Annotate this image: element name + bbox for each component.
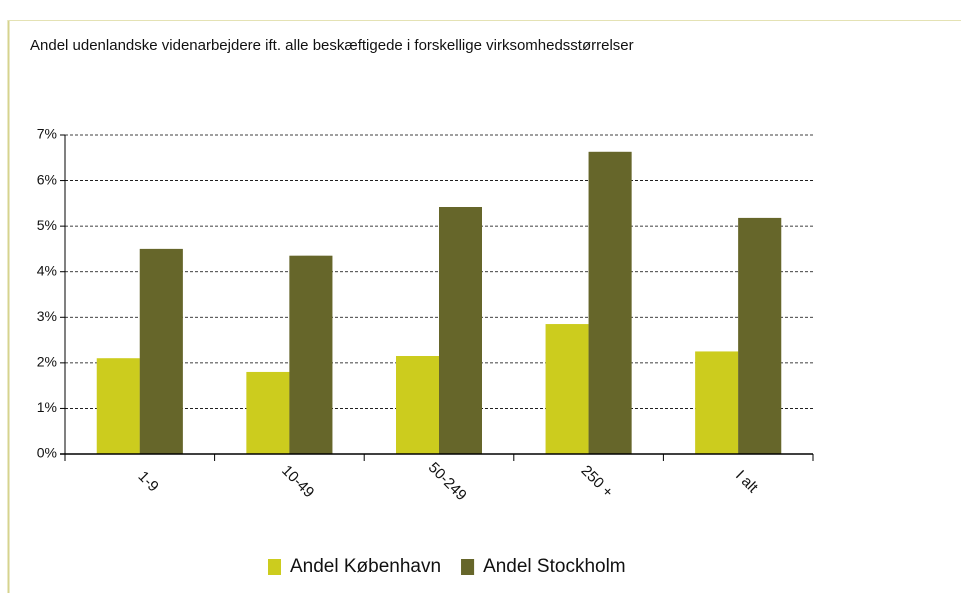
x-tick-label: 1-9 <box>134 468 161 495</box>
bar-shade <box>439 207 482 454</box>
y-tick-label: 1% <box>37 399 57 415</box>
bar-shade <box>139 248 183 454</box>
x-tick-label: 250 + <box>578 462 617 501</box>
legend-label: Andel Stockholm <box>483 556 626 577</box>
bar-shade <box>246 371 290 454</box>
chart-title: Andel udenlandske videnarbejdere ift. al… <box>30 37 634 54</box>
y-tick-label: 3% <box>37 308 57 324</box>
bar-shade <box>545 324 589 454</box>
legend-swatch-shade <box>461 559 475 575</box>
legend-swatch-shade <box>268 559 281 575</box>
x-tick-label: 50-249 <box>425 459 470 504</box>
x-tick-label: I alt <box>732 467 762 497</box>
bar-shade <box>96 358 140 454</box>
y-tick-label: 2% <box>37 354 57 370</box>
x-tick-label: 10-49 <box>278 462 317 501</box>
y-tick-label: 0% <box>37 445 57 461</box>
legend-label: Andel København <box>290 556 441 577</box>
bar-shade <box>588 151 632 454</box>
bar-shade <box>289 255 333 454</box>
y-tick-label: 5% <box>37 217 57 233</box>
bar-shade <box>695 351 739 454</box>
y-tick-label: 6% <box>37 171 57 187</box>
bar-shade <box>396 356 439 454</box>
bar-shade <box>738 217 782 454</box>
y-tick-label: 7% <box>37 126 57 142</box>
y-tick-label: 4% <box>37 262 57 278</box>
